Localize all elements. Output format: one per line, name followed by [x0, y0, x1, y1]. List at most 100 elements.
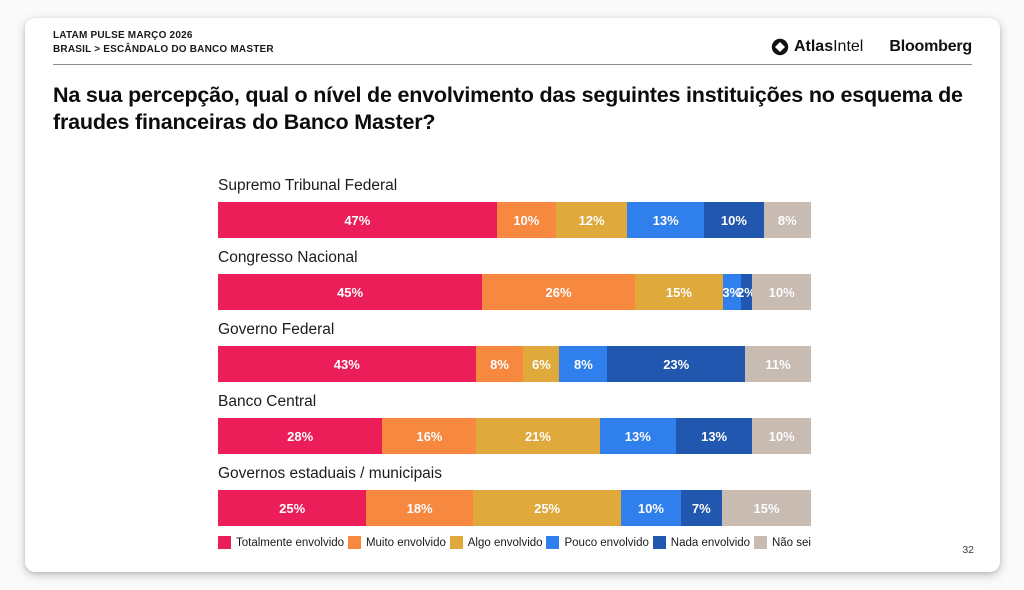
bar-segment: 23%: [607, 346, 746, 382]
segment-value-label: 15%: [665, 284, 692, 300]
legend-item: Não sei: [753, 536, 811, 549]
bar-segment: 8%: [763, 202, 811, 238]
segment-value-label: 13%: [652, 212, 679, 228]
bar-segment: 18%: [366, 490, 473, 526]
segment-value-label: 10%: [513, 212, 540, 228]
legend-item: Algo envolvido: [449, 536, 543, 549]
legend-swatch-icon: [753, 536, 767, 549]
legend-label: Pouco envolvido: [564, 536, 649, 549]
legend-label: Nada envolvido: [670, 536, 751, 549]
bar-segment: 10%: [752, 274, 811, 310]
category-label: Congresso Nacional: [218, 249, 358, 266]
stacked-bar-chart: Supremo Tribunal Federal 47% 10% 12% 13% 10% 8…: [218, 176, 811, 549]
bar-segment: 10%: [621, 490, 681, 526]
segment-value-label: 43%: [333, 356, 360, 372]
bar-segment: 25%: [472, 490, 622, 526]
legend-label: Muito envolvido: [365, 536, 446, 549]
bar-segment: 6%: [523, 346, 560, 382]
legend-item: Totalmente envolvido: [218, 536, 344, 549]
bar-segment: 21%: [476, 418, 600, 454]
legend-item: Muito envolvido: [347, 536, 446, 549]
segment-value-label: 15%: [753, 500, 780, 516]
category-label: Governos estaduais / municipais: [218, 465, 443, 482]
segment-value-label: 8%: [777, 212, 797, 228]
bar-segment: 13%: [675, 418, 753, 454]
bar-segment: 26%: [482, 274, 635, 310]
atlasintel-logo: AtlasIntel: [771, 38, 863, 56]
bar-segment: 3%: [722, 274, 742, 310]
atlasintel-wordmark: AtlasIntel: [794, 38, 863, 56]
legend-item: Pouco envolvido: [546, 536, 649, 549]
segment-value-label: 12%: [578, 212, 605, 228]
legend-label: Algo envolvido: [467, 536, 543, 549]
segment-value-label: 28%: [287, 428, 314, 444]
report-kicker: LATAM PULSE MARÇO 2026 BRASIL > ESCÂNDAL…: [53, 29, 274, 57]
legend-label: Totalmente envolvido: [236, 536, 345, 549]
segment-value-label: 25%: [279, 500, 306, 516]
legend-swatch-icon: [546, 536, 560, 549]
segment-value-label: 45%: [337, 284, 364, 300]
bar-segment: 13%: [627, 202, 705, 238]
atlasintel-diamond-icon: [771, 38, 789, 56]
question-title: Na sua percepção, qual o nível de envolv…: [53, 83, 963, 134]
chart-row: Congresso Nacional 45% 26% 15% 3% 2% 10%: [218, 248, 811, 310]
legend-swatch-icon: [218, 536, 231, 549]
chart-row: Supremo Tribunal Federal 47% 10% 12% 13% 10% 8…: [218, 176, 811, 238]
stacked-bar: 25% 18% 25% 10% 7% 15%: [218, 490, 811, 526]
stacked-bar: 47% 10% 12% 13% 10% 8%: [218, 202, 811, 238]
stacked-bar: 28% 16% 21% 13% 13% 10%: [218, 418, 811, 454]
bar-segment: 47%: [218, 202, 497, 238]
segment-value-label: 21%: [524, 428, 551, 444]
segment-value-label: 6%: [532, 356, 551, 372]
bar-segment: 10%: [496, 202, 556, 238]
legend-label: Não sei: [771, 536, 811, 549]
chart-legend: Totalmente envolvido Muito envolvido Algo …: [218, 536, 811, 549]
segment-value-label: 10%: [768, 428, 795, 444]
segment-value-label: 13%: [701, 428, 728, 444]
segment-value-label: 23%: [663, 356, 690, 372]
category-label: Supremo Tribunal Federal: [218, 177, 398, 194]
bar-segment: 25%: [218, 490, 367, 526]
segment-value-label: 8%: [490, 356, 509, 372]
bar-segment: 13%: [599, 418, 676, 454]
bar-segment: 10%: [704, 202, 764, 238]
bar-segment: 28%: [218, 418, 383, 454]
chart-row: Governos estaduais / municipais 25% 18% 25%…: [218, 464, 811, 526]
legend-item: Nada envolvido: [652, 536, 751, 549]
category-label: Banco Central: [218, 393, 317, 410]
bar-segment: 8%: [475, 346, 524, 382]
chart-rows: Supremo Tribunal Federal 47% 10% 12% 13% 10% 8…: [218, 176, 811, 526]
page-number: 32: [962, 544, 974, 556]
segment-value-label: 18%: [406, 500, 433, 516]
segment-value-label: 3%: [722, 284, 742, 300]
atlasintel-wordmark-bold: Atlas: [793, 38, 834, 55]
bar-segment: 8%: [559, 346, 608, 382]
bar-segment: 7%: [680, 490, 723, 526]
chart-row: Banco Central 28% 16% 21% 13% 13% 10%: [218, 392, 811, 454]
bar-segment: 10%: [752, 418, 811, 454]
bar-segment: 43%: [218, 346, 476, 382]
bar-segment: 11%: [745, 346, 811, 382]
segment-value-label: 16%: [416, 428, 443, 444]
chart-row: Governo Federal 43% 8% 6% 8% 23% 11%: [218, 320, 811, 382]
segment-value-label: 8%: [573, 356, 593, 372]
bloomberg-logo: Bloomberg: [889, 38, 972, 55]
segment-value-label: 13%: [624, 428, 651, 444]
segment-value-label: 2%: [737, 284, 756, 300]
stacked-bar: 43% 8% 6% 8% 23% 11%: [218, 346, 811, 382]
bar-segment: 16%: [382, 418, 477, 454]
bar-segment: 15%: [722, 490, 811, 526]
segment-value-label: 25%: [534, 500, 561, 516]
segment-value-label: 47%: [344, 212, 371, 228]
category-label: Governo Federal: [218, 321, 335, 338]
bar-segment: 12%: [556, 202, 628, 238]
bar-segment: 15%: [634, 274, 723, 310]
stacked-bar: 45% 26% 15% 3% 2% 10%: [218, 274, 811, 310]
legend-swatch-icon: [347, 536, 361, 549]
segment-value-label: 26%: [545, 284, 572, 300]
kicker-line-2: BRASIL > ESCÂNDALO DO BANCO MASTER: [53, 44, 274, 55]
segment-value-label: 10%: [720, 212, 747, 228]
bar-segment: 2%: [737, 274, 756, 310]
segment-value-label: 10%: [768, 284, 795, 300]
kicker-line-1: LATAM PULSE MARÇO 2026: [53, 30, 193, 41]
